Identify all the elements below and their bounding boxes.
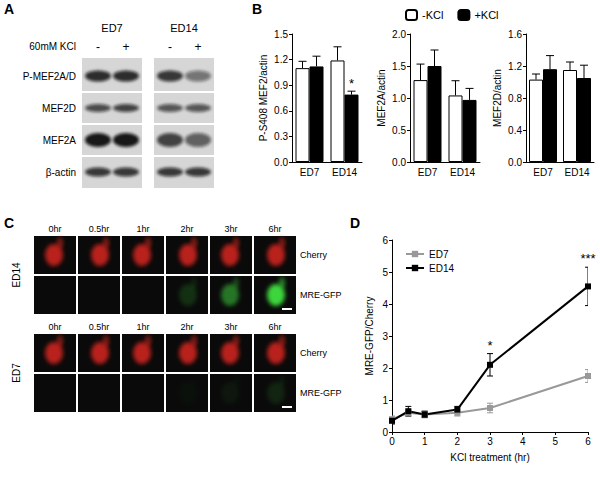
- svg-text:5: 5: [553, 436, 559, 447]
- svg-text:1.2: 1.2: [274, 54, 288, 65]
- svg-text:0hr: 0hr: [48, 322, 61, 332]
- svg-text:P-MEF2A/D: P-MEF2A/D: [23, 71, 76, 82]
- svg-text:0.0: 0.0: [508, 157, 522, 168]
- svg-text:0: 0: [382, 427, 388, 438]
- svg-text:5: 5: [382, 267, 388, 278]
- svg-text:ED14: ED14: [332, 167, 357, 178]
- svg-text:Cherry: Cherry: [300, 348, 328, 358]
- svg-text:2hr: 2hr: [180, 224, 193, 234]
- svg-text:+: +: [122, 40, 129, 54]
- svg-text:ED7: ED7: [300, 167, 320, 178]
- svg-text:0.5hr: 0.5hr: [89, 224, 110, 234]
- svg-text:*: *: [487, 338, 492, 353]
- svg-text:1.5: 1.5: [274, 29, 288, 40]
- svg-text:1hr: 1hr: [136, 224, 149, 234]
- svg-text:1: 1: [422, 436, 428, 447]
- svg-text:A: A: [4, 1, 14, 17]
- svg-text:ED7: ED7: [429, 249, 449, 260]
- svg-text:1.2: 1.2: [508, 61, 522, 72]
- svg-text:0.6: 0.6: [274, 105, 288, 116]
- svg-text:β-actin: β-actin: [46, 167, 76, 178]
- svg-text:6hr: 6hr: [268, 224, 281, 234]
- svg-text:P-S408 MEF2/actin: P-S408 MEF2/actin: [258, 55, 269, 142]
- svg-text:0hr: 0hr: [48, 224, 61, 234]
- svg-text:+: +: [194, 40, 201, 54]
- svg-text:2: 2: [382, 363, 388, 374]
- svg-text:6: 6: [382, 235, 388, 246]
- svg-text:2.0: 2.0: [392, 29, 406, 40]
- svg-text:1hr: 1hr: [136, 322, 149, 332]
- svg-text:4: 4: [520, 436, 526, 447]
- svg-text:ED7: ED7: [11, 363, 22, 383]
- svg-text:2hr: 2hr: [180, 322, 193, 332]
- svg-text:60mM KCl: 60mM KCl: [29, 41, 76, 52]
- svg-text:Cherry: Cherry: [300, 250, 328, 260]
- svg-text:3hr: 3hr: [224, 322, 237, 332]
- svg-text:ED14: ED14: [429, 263, 454, 274]
- svg-text:0: 0: [389, 436, 395, 447]
- svg-text:C: C: [4, 215, 14, 231]
- svg-text:1: 1: [382, 395, 388, 406]
- svg-text:2: 2: [455, 436, 461, 447]
- svg-text:3hr: 3hr: [224, 224, 237, 234]
- svg-text:0.0: 0.0: [392, 157, 406, 168]
- svg-text:4: 4: [382, 299, 388, 310]
- svg-text:MRE-GFP/Cherry: MRE-GFP/Cherry: [364, 297, 375, 376]
- svg-text:KCl treatment (hr): KCl treatment (hr): [450, 452, 529, 463]
- svg-text:ED7: ED7: [101, 22, 122, 34]
- svg-text:0.5: 0.5: [392, 125, 406, 136]
- svg-text:0.0: 0.0: [274, 157, 288, 168]
- svg-text:ED14: ED14: [170, 22, 198, 34]
- svg-text:+KCl: +KCl: [474, 9, 498, 21]
- svg-text:-KCl: -KCl: [422, 9, 443, 21]
- svg-text:MEF2D/actin: MEF2D/actin: [492, 69, 503, 127]
- svg-text:ED14: ED14: [450, 167, 475, 178]
- svg-text:0.3: 0.3: [274, 131, 288, 142]
- svg-text:1.0: 1.0: [392, 93, 406, 104]
- svg-text:MRE-GFP: MRE-GFP: [300, 388, 342, 398]
- svg-text:ED7: ED7: [533, 167, 553, 178]
- svg-text:B: B: [252, 1, 262, 17]
- svg-text:0.5hr: 0.5hr: [89, 322, 110, 332]
- svg-text:0.8: 0.8: [508, 93, 522, 104]
- svg-text:***: ***: [580, 251, 595, 266]
- svg-text:*: *: [349, 76, 354, 91]
- svg-text:MEF2D: MEF2D: [42, 103, 76, 114]
- svg-text:6hr: 6hr: [268, 322, 281, 332]
- svg-text:MEF2A: MEF2A: [43, 135, 77, 146]
- svg-text:0.4: 0.4: [508, 125, 522, 136]
- svg-text:6: 6: [585, 436, 591, 447]
- svg-text:MEF2A/actin: MEF2A/actin: [376, 69, 387, 126]
- svg-text:D: D: [350, 215, 360, 231]
- svg-text:-: -: [168, 40, 172, 54]
- svg-text:MRE-GFP: MRE-GFP: [300, 290, 342, 300]
- svg-text:ED14: ED14: [11, 262, 22, 287]
- svg-text:3: 3: [487, 436, 493, 447]
- svg-text:1.6: 1.6: [508, 29, 522, 40]
- svg-text:ED14: ED14: [564, 167, 589, 178]
- svg-text:1.5: 1.5: [392, 61, 406, 72]
- svg-text:ED7: ED7: [418, 167, 438, 178]
- svg-text:-: -: [96, 40, 100, 54]
- svg-text:0.9: 0.9: [274, 80, 288, 91]
- svg-text:3: 3: [382, 331, 388, 342]
